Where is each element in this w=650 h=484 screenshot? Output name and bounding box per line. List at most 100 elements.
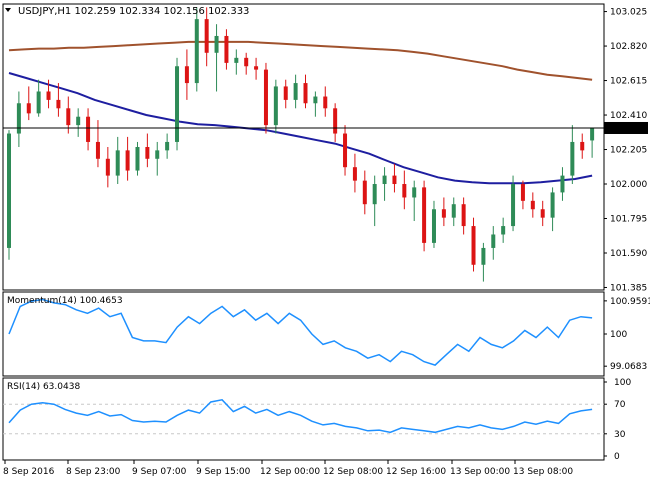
candle-body	[580, 141, 585, 151]
candle[interactable]	[66, 96, 71, 134]
candle[interactable]	[204, 7, 209, 67]
candle-body	[511, 184, 516, 227]
candle[interactable]	[313, 91, 318, 117]
candle[interactable]	[254, 57, 259, 80]
candle[interactable]	[76, 108, 81, 137]
candle[interactable]	[293, 74, 298, 109]
momentum-line	[8, 298, 593, 366]
candle[interactable]	[343, 125, 348, 176]
candle-body	[263, 69, 268, 126]
candle[interactable]	[570, 125, 575, 185]
candle[interactable]	[550, 187, 555, 232]
momentum-panel[interactable]: Momentum(14) 100.4653	[7, 296, 593, 366]
candle[interactable]	[431, 200, 436, 248]
candle[interactable]	[412, 180, 417, 222]
candle[interactable]	[36, 79, 41, 117]
candle[interactable]	[491, 226, 496, 260]
collapse-arrow-icon[interactable]	[5, 8, 11, 12]
candle[interactable]	[540, 200, 545, 227]
time-axis-label: 12 Sep 08:00	[323, 467, 383, 477]
time-axis-label: 8 Sep 23:00	[66, 467, 121, 477]
candle-body	[234, 57, 239, 63]
rsi-axis-label: 0	[614, 452, 620, 462]
candle[interactable]	[481, 242, 486, 282]
candle[interactable]	[125, 136, 130, 181]
candle[interactable]	[224, 29, 229, 70]
candle[interactable]	[471, 217, 476, 272]
candle-body	[471, 226, 476, 265]
price-axis-label: 103.025	[610, 8, 647, 18]
candle-body	[461, 204, 466, 227]
candle[interactable]	[402, 170, 407, 210]
candle-body	[165, 141, 170, 151]
momentum-axis-label: 100	[610, 330, 627, 340]
candle[interactable]	[422, 180, 427, 252]
candle[interactable]	[263, 62, 268, 134]
candle-body	[520, 184, 525, 201]
candle[interactable]	[184, 49, 189, 100]
candle-body	[254, 66, 259, 70]
candle[interactable]	[392, 163, 397, 193]
candle[interactable]	[194, 7, 199, 92]
candle[interactable]	[461, 197, 466, 235]
candle[interactable]	[303, 74, 308, 109]
candle-body	[155, 150, 160, 159]
candle[interactable]	[234, 49, 239, 75]
candle[interactable]	[175, 57, 180, 151]
rsi-panel[interactable]: RSI(14) 63.0438	[7, 382, 593, 434]
candle[interactable]	[451, 197, 456, 227]
price-axis-label: 101.795	[610, 215, 647, 225]
candle[interactable]	[214, 24, 219, 92]
candle-body	[313, 96, 318, 104]
candle-body	[224, 35, 229, 63]
candle[interactable]	[530, 192, 535, 218]
candle-body	[333, 108, 338, 134]
price-axis-label: 102.820	[610, 42, 647, 52]
candle[interactable]	[56, 83, 61, 117]
candle[interactable]	[273, 79, 278, 134]
candle-body	[540, 209, 545, 218]
candle[interactable]	[323, 86, 328, 117]
candle[interactable]	[580, 133, 585, 159]
candle[interactable]	[333, 103, 338, 142]
rsi-axis-label: 70	[614, 400, 626, 410]
candle[interactable]	[165, 133, 170, 159]
candle-body	[343, 133, 348, 168]
candle-body	[86, 116, 91, 142]
candle[interactable]	[362, 170, 367, 215]
candle[interactable]	[145, 133, 150, 168]
candle[interactable]	[352, 153, 357, 193]
candle[interactable]	[244, 52, 249, 75]
candle[interactable]	[46, 79, 51, 109]
candle[interactable]	[511, 175, 516, 232]
candle[interactable]	[372, 175, 377, 227]
candle[interactable]	[16, 91, 21, 147]
candle[interactable]	[95, 120, 100, 168]
candle[interactable]	[105, 147, 110, 188]
candle[interactable]	[560, 167, 565, 201]
candle[interactable]	[7, 130, 11, 260]
candle-body	[362, 180, 367, 205]
candle[interactable]	[26, 86, 31, 121]
candle[interactable]	[155, 141, 160, 176]
momentum-axis-label: 100.9591	[610, 297, 650, 307]
candle-body	[56, 99, 61, 109]
candle[interactable]	[501, 217, 506, 243]
price-panel[interactable]: 102.333	[3, 7, 648, 282]
candle-body	[293, 83, 298, 100]
candle[interactable]	[520, 180, 525, 210]
candle[interactable]	[283, 79, 288, 109]
candle[interactable]	[115, 136, 120, 185]
candle[interactable]	[382, 167, 387, 201]
candle[interactable]	[135, 141, 140, 176]
time-axis-label: 13 Sep 08:00	[513, 467, 573, 477]
candle[interactable]	[590, 127, 595, 158]
candle[interactable]	[441, 197, 446, 227]
candle-body	[135, 147, 140, 171]
candle-body	[95, 141, 100, 159]
candle-body	[273, 86, 278, 126]
candle[interactable]	[86, 108, 91, 151]
fast-moving-average-line	[8, 72, 593, 185]
